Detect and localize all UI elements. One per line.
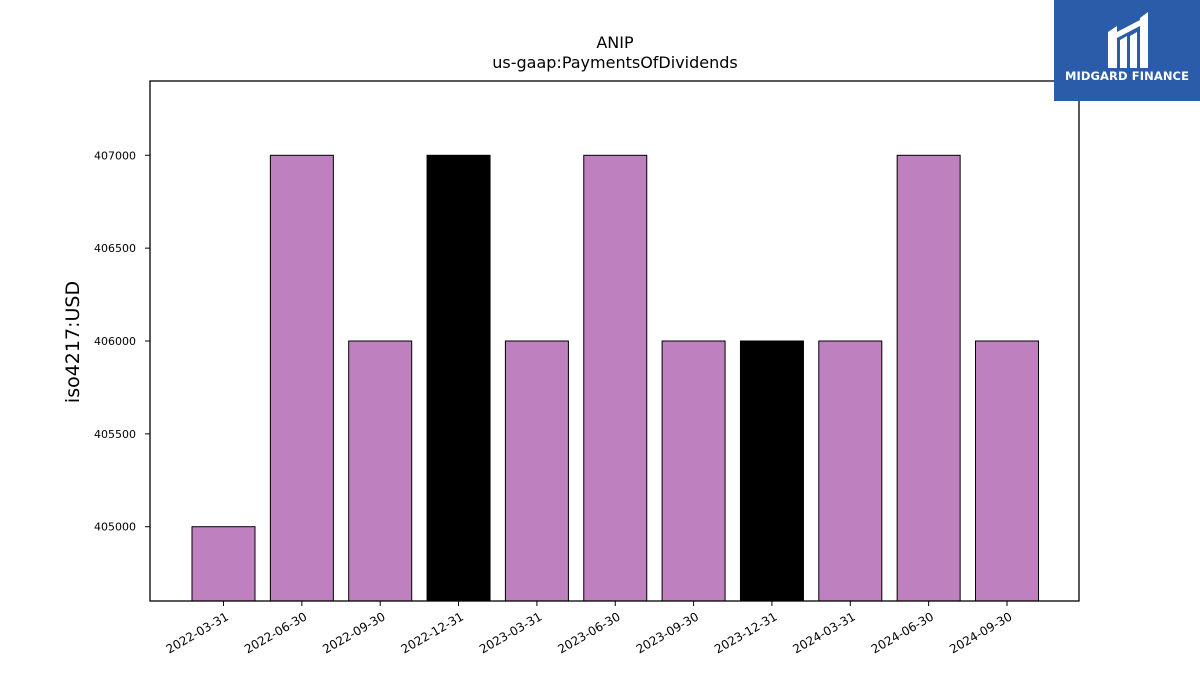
bar-2022-03-31 [191, 526, 256, 602]
bar-2022-06-30 [269, 154, 334, 602]
x-tick-label: 2022-09-30 [320, 609, 387, 656]
y-tick-label: 406000 [94, 335, 136, 348]
midgard-finance-logo: MIDGARD FINANCE [1054, 0, 1200, 101]
x-tick-label: 2023-12-31 [712, 609, 779, 656]
x-tick-label: 2023-03-31 [477, 609, 544, 656]
y-tick-label: 405500 [94, 428, 136, 441]
chart-title: ANIP [596, 33, 634, 52]
x-tick-label: 2024-03-31 [790, 609, 857, 656]
bar-2024-09-30 [975, 340, 1039, 602]
bar-2024-06-30 [896, 154, 961, 602]
x-tick-label: 2023-06-30 [555, 609, 622, 656]
bar-2024-03-31 [818, 340, 883, 602]
x-tick-label: 2022-12-31 [399, 609, 466, 656]
bar-2023-06-30 [583, 154, 648, 602]
x-tick-label: 2022-06-30 [242, 609, 309, 656]
y-tick-label: 407000 [94, 149, 136, 162]
x-tick-label: 2023-09-30 [634, 609, 701, 656]
plot-frame [149, 80, 1080, 602]
bar-2023-12-31 [739, 340, 804, 602]
bar-2023-03-31 [504, 340, 569, 602]
y-axis-label: iso4217:USD [62, 281, 84, 403]
x-tick-label: 2024-06-30 [869, 609, 936, 656]
y-tick-label: 405000 [94, 521, 136, 534]
bar-2022-09-30 [348, 340, 413, 602]
logo-text: MIDGARD FINANCE [1064, 69, 1190, 83]
chart-subtitle: us-gaap:PaymentsOfDividends [492, 53, 737, 72]
bar-2023-09-30 [661, 340, 726, 602]
x-tick-label: 2022-03-31 [164, 609, 231, 656]
bar-2022-12-31 [426, 154, 491, 602]
midgard-logo-icon [1108, 12, 1148, 68]
x-tick-label: 2024-09-30 [947, 609, 1014, 656]
y-tick-label: 406500 [94, 242, 136, 255]
